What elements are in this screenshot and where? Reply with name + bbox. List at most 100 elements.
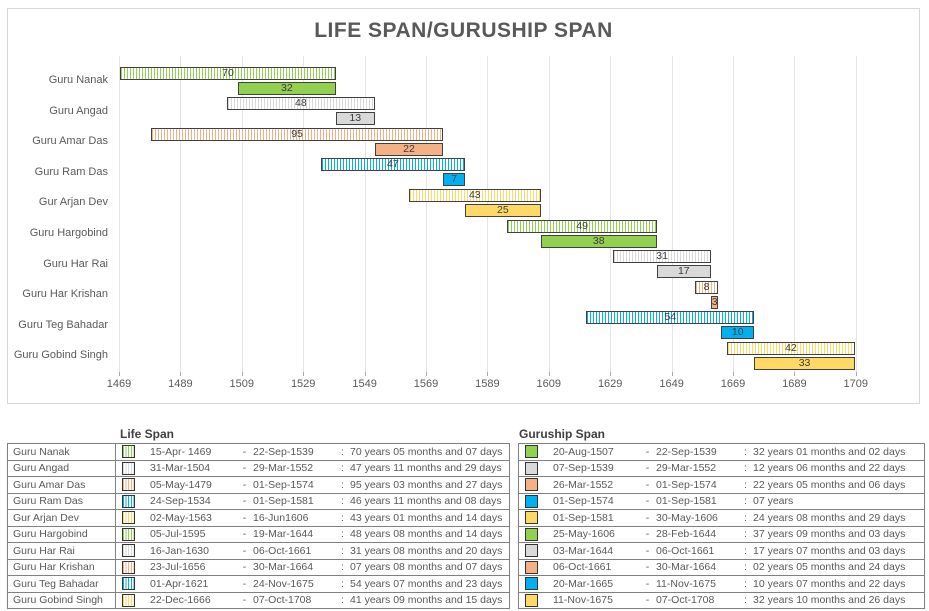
life-span-table-header: Life Span (120, 427, 175, 441)
table-row: Guru Nanak 15-Apr- 1469 -22-Sep-1539:70 ye… (7, 443, 510, 461)
table-data-cell[interactable]: 01-Sep-1581 -30-May-1606:24 years 08 mont… (519, 510, 924, 526)
table-data-cell[interactable]: 02-May-1563 -16-Jun1606:43 years 01 month… (116, 510, 509, 526)
guruship-span-bar[interactable]: 33 (754, 357, 856, 370)
start-date: 23-Jul-1656 (150, 561, 206, 574)
duration-separator: : (341, 594, 344, 607)
table-data-cell[interactable]: 03-Mar-1644 -06-Oct-1661:17 years 07 mont… (519, 543, 924, 559)
start-date: 16-Jan-1630 (150, 544, 209, 557)
chart-title: LIFE SPAN/GURUSHIP SPAN (314, 19, 613, 42)
life-span-bar[interactable]: 95 (150, 127, 444, 141)
table-data-cell[interactable]: 31-Mar-1504 -29-Mar-1552:47 years 11 mont… (116, 461, 509, 477)
start-date: 20-Mar-1665 (553, 577, 614, 590)
bar-value-label: 22 (403, 142, 415, 155)
guruship-span-bar[interactable]: 10 (721, 326, 755, 340)
x-axis-tick-label: 1509 (229, 378, 255, 390)
duration-separator: : (341, 577, 344, 590)
guru-name-cell[interactable]: Guru Amar Das (8, 477, 116, 493)
table-data-cell[interactable]: 05-May-1479 -01-Sep-1574:95 years 03 mont… (116, 477, 509, 493)
duration-text: 12 years 06 months and 22 days (753, 462, 906, 475)
guruship-span-bar[interactable]: 32 (237, 81, 337, 95)
guru-name-cell[interactable]: Guru Gobind Singh (8, 592, 116, 608)
duration-separator: : (341, 495, 344, 508)
duration-separator: : (341, 528, 344, 541)
life-span-bar[interactable]: 48 (227, 97, 375, 111)
duration-separator: : (341, 462, 344, 475)
life-span-bar[interactable]: 43 (408, 188, 541, 202)
guru-name-cell[interactable]: Guru Angad (8, 460, 116, 476)
start-date: 01-Apr-1621 (150, 577, 209, 590)
end-date: 29-Mar-1552 (656, 462, 717, 475)
table-data-cell[interactable]: 11-Nov-1675 -07-Oct-1708:32 years 10 mont… (519, 593, 924, 609)
duration-text: 32 years 01 months and 02 days (753, 445, 906, 458)
duration-separator: : (744, 495, 747, 508)
guruship-span-bar[interactable]: 22 (374, 142, 444, 156)
table-data-cell[interactable]: 05-Jul-1595 -19-Mar-1644:48 years 08 mont… (116, 527, 509, 543)
guruship-span-bar[interactable]: 25 (464, 204, 541, 217)
duration-text: 95 years 03 months and 27 days (350, 478, 503, 491)
table-data-cell[interactable]: 15-Apr- 1469 -22-Sep-1539:70 years 05 mon… (116, 444, 509, 460)
table-data-cell[interactable]: 23-Jul-1656 -30-Mar-1664:07 years 08 mont… (116, 560, 509, 576)
table-data-cell[interactable]: 25-May-1606 -28-Feb-1644:37 years 09 mont… (519, 527, 924, 543)
duration-separator: : (744, 445, 747, 458)
guruship-span-bar[interactable]: 38 (540, 234, 657, 248)
table-row: Gur Arjan Dev 02-May-1563 -16-Jun1606:43 y… (7, 509, 510, 527)
table-data-cell[interactable]: 07-Sep-1539 -29-Mar-1552:12 years 06 mont… (519, 461, 924, 477)
life-span-bar[interactable]: 49 (507, 219, 657, 233)
table-data-cell[interactable]: 06-Oct-1661 -30-Mar-1664:02 years 05 mont… (519, 560, 924, 576)
life-span-bar[interactable]: 31 (613, 250, 711, 264)
table-data-cell[interactable]: 01-Apr-1621 -24-Nov-1675:54 years 07 mont… (116, 576, 509, 592)
bar-value-label: 3 (711, 295, 718, 308)
guruship-span-bar[interactable]: 7 (443, 173, 465, 187)
bar-value-label: 38 (592, 234, 605, 247)
bar-value-label: 43 (468, 188, 481, 201)
guruship-span-bar[interactable]: 17 (656, 265, 711, 279)
date-separator: - (242, 577, 247, 590)
life-span-swatch-icon (122, 494, 135, 508)
table-row: 26-Mar-1552 -01-Sep-1574:22 years 05 mont… (518, 476, 925, 494)
date-separator: - (645, 561, 650, 574)
guru-name-cell[interactable]: Guru Ram Das (8, 493, 116, 509)
life-span-bar[interactable]: 42 (726, 341, 856, 355)
bar-value-label: 8 (703, 280, 710, 293)
duration-separator: : (341, 478, 344, 491)
guru-name-cell[interactable]: Guru Har Krishan (8, 559, 116, 575)
guruship-span-bar[interactable]: 3 (710, 295, 719, 309)
duration-text: 43 years 01 months and 14 days (350, 511, 503, 524)
guru-name-cell[interactable]: Guru Teg Bahadar (8, 576, 116, 592)
gridline (610, 56, 612, 372)
table-data-cell[interactable]: 20-Aug-1507 -22-Sep-1539:32 years 01 mont… (519, 444, 924, 460)
guruship-span-swatch-icon (525, 560, 538, 574)
guru-name-cell[interactable]: Guru Har Rai (8, 543, 116, 559)
duration-separator: : (341, 561, 344, 574)
life-span-swatch-icon (122, 511, 135, 525)
gridline (241, 56, 243, 372)
gridline (548, 56, 550, 372)
duration-separator: : (744, 511, 747, 524)
guruship-span-swatch-icon (525, 494, 538, 508)
end-date: 11-Nov-1675 (656, 577, 716, 590)
axis-tick-mark (794, 372, 796, 376)
guru-name-cell[interactable]: Guru Nanak (8, 444, 116, 460)
table-data-cell[interactable]: 16-Jan-1630 -06-Oct-1661:31 years 08 mont… (116, 543, 509, 559)
life-span-bar[interactable]: 54 (586, 311, 755, 325)
guruship-span-bar[interactable]: 13 (336, 112, 375, 126)
life-span-bar[interactable]: 70 (119, 66, 337, 80)
duration-text: 10 years 07 months and 22 days (753, 577, 906, 590)
table-data-cell[interactable]: 26-Mar-1552 -01-Sep-1574:22 years 05 mont… (519, 477, 924, 493)
guru-name-cell[interactable]: Guru Hargobind (8, 526, 116, 542)
table-data-cell[interactable]: 22-Dec-1666 -07-Oct-1708:41 years 09 mont… (116, 593, 509, 609)
table-data-cell[interactable]: 20-Mar-1665 -11-Nov-1675:10 years 07 mont… (519, 576, 924, 592)
end-date: 07-Oct-1708 (253, 594, 312, 607)
start-date: 03-Mar-1644 (553, 544, 614, 557)
guru-name-cell[interactable]: Gur Arjan Dev (8, 510, 116, 526)
start-date: 20-Aug-1507 (553, 445, 614, 458)
guruship-span-swatch-icon (525, 461, 538, 475)
date-separator: - (242, 594, 247, 607)
start-date: 15-Apr- 1469 (150, 445, 212, 458)
x-axis-tick-label: 1569 (413, 378, 439, 390)
x-axis-tick-label: 1489 (168, 378, 193, 390)
table-data-cell[interactable]: 01-Sep-1574 -01-Sep-1581:07 years (519, 494, 924, 510)
life-span-bar[interactable]: 47 (320, 158, 465, 172)
life-span-bar[interactable]: 8 (694, 280, 719, 294)
table-data-cell[interactable]: 24-Sep-1534 -01-Sep-1581:46 years 11 mont… (116, 494, 509, 510)
